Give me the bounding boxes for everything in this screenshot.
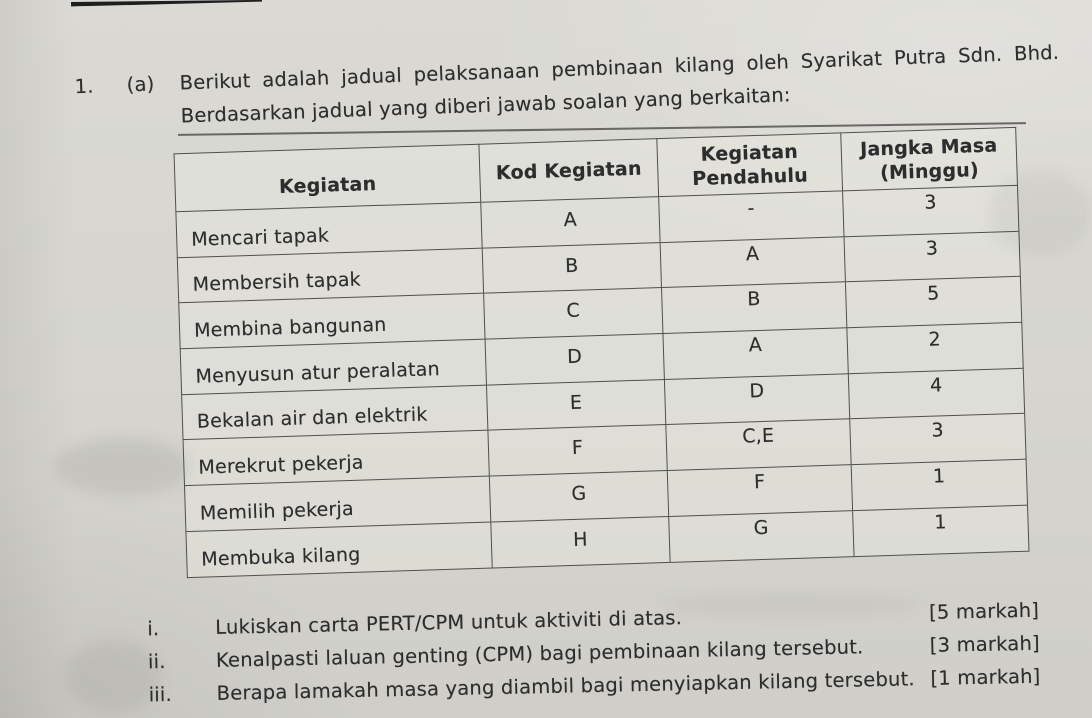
subquestion-numeral: ii. — [147, 649, 166, 674]
subquestions: i. Lukiskan carta PERT/CPM untuk aktivit… — [147, 599, 1041, 717]
cell-jangka: 2 — [846, 322, 1024, 374]
cell-pendahulu: B — [661, 282, 847, 334]
header-jangka-masa: Jangka Masa (Minggu) — [840, 127, 1018, 191]
scan-smudge — [55, 438, 190, 496]
cell-kod: B — [482, 242, 662, 294]
header-kegiatan-pendahulu: Kegiatan Pendahulu — [656, 132, 843, 197]
cell-pendahulu: C,E — [665, 419, 852, 471]
subquestion-numeral: iii. — [148, 682, 173, 707]
cell-kegiatan: Membuka kilang — [185, 521, 493, 578]
header-kod-kegiatan: Kod Kegiatan — [478, 138, 659, 203]
cell-pendahulu: A — [660, 236, 846, 288]
header-kegiatan: Kegiatan — [174, 144, 481, 212]
scan-smudge — [66, 640, 161, 712]
cell-pendahulu: - — [658, 190, 844, 243]
cell-jangka: 3 — [843, 231, 1021, 283]
marks-badge: [1 markah] — [930, 664, 1041, 690]
cell-pendahulu: A — [662, 327, 849, 380]
subquestion-numeral: i. — [147, 617, 160, 641]
cell-kod: C — [483, 287, 663, 340]
question-intro-text: Berikut adalah jadual pelaksanaan pembin… — [179, 41, 1060, 129]
activity-table: Kegiatan Kod Kegiatan Kegiatan Pendahulu… — [173, 126, 1030, 578]
cell-jangka: 1 — [851, 459, 1028, 511]
subquestion-text: Lukiskan carta PERT/CPM untuk aktiviti d… — [215, 606, 683, 639]
question-intro: 1. (a) Berikut adalah jadual pelaksanaan… — [74, 41, 1060, 132]
cell-pendahulu: D — [664, 373, 850, 425]
question-part-label: (a) — [126, 72, 155, 97]
cell-jangka: 5 — [845, 276, 1022, 328]
cell-kod: H — [490, 516, 671, 568]
cell-pendahulu: G — [668, 510, 855, 562]
cell-jangka: 1 — [852, 504, 1029, 557]
page-top-rule — [71, 0, 262, 6]
cell-kod: G — [489, 470, 669, 522]
marks-badge: [3 markah] — [929, 631, 1041, 657]
cell-pendahulu: F — [667, 464, 853, 517]
question-number: 1. — [74, 74, 95, 99]
marks-badge: [5 markah] — [928, 598, 1040, 624]
cell-jangka: 4 — [848, 367, 1025, 420]
cell-jangka: 3 — [849, 413, 1027, 465]
cell-kod: E — [486, 379, 666, 431]
cell-kod: F — [487, 424, 668, 477]
cell-kod: D — [485, 333, 665, 385]
cell-jangka: 3 — [842, 185, 1019, 237]
cell-kod: A — [480, 196, 661, 248]
activity-table-wrapper: Kegiatan Kod Kegiatan Kegiatan Pendahulu… — [173, 126, 1030, 578]
